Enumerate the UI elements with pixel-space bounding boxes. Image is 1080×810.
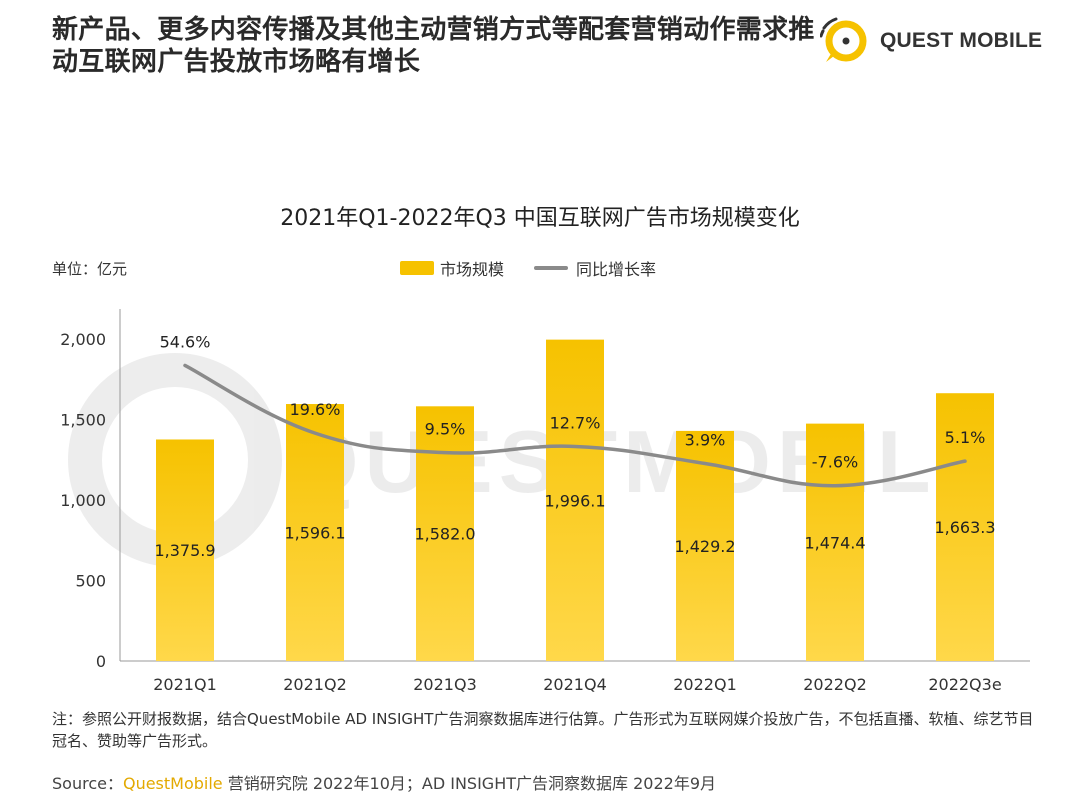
bar xyxy=(156,439,214,661)
growth-value-label: 5.1% xyxy=(945,428,986,447)
bar xyxy=(546,339,604,661)
brand-name: QUEST MOBILE xyxy=(880,29,1043,52)
x-tick-label: 2021Q1 xyxy=(153,675,217,694)
legend-swatch-line xyxy=(534,266,569,270)
chart-title: 2021年Q1-2022年Q3 中国互联网广告市场规模变化 xyxy=(280,206,800,231)
y-tick-label: 0 xyxy=(96,652,106,671)
source-rest: 营销研究院 2022年10月；AD INSIGHT广告洞察数据库 2022年9月 xyxy=(222,774,716,793)
bar-value-label: 1,375.9 xyxy=(154,541,215,560)
y-tick-labels: 0 500 1,000 1,500 2,000 xyxy=(60,330,106,671)
growth-value-label: 9.5% xyxy=(425,420,466,439)
x-tick-label: 2021Q3 xyxy=(413,675,477,694)
bar xyxy=(676,430,734,661)
bar xyxy=(936,393,994,661)
x-tick-label: 2021Q2 xyxy=(283,675,347,694)
x-tick-labels: 2021Q1 2021Q2 2021Q3 2021Q4 2022Q1 2022Q2 2022… xyxy=(153,675,1001,694)
growth-value-label: 19.6% xyxy=(290,400,341,419)
bar-value-label: 1,429.2 xyxy=(674,537,735,556)
chart-legend: 市场规模 同比增长率 xyxy=(400,256,686,280)
bar-value-label: 1,582.0 xyxy=(414,525,475,544)
bar-value-label: 1,663.3 xyxy=(934,518,995,537)
legend-item-bar: 市场规模 xyxy=(400,256,504,280)
bar-value-label: 1,474.4 xyxy=(804,533,865,552)
legend-label-bar: 市场规模 xyxy=(440,260,505,279)
bar xyxy=(286,404,344,661)
legend-label-line: 同比增长率 xyxy=(576,260,657,279)
brand-logo: QUEST MOBILE xyxy=(820,16,1042,66)
legend-swatch-bar xyxy=(400,261,434,275)
y-tick-label: 500 xyxy=(75,572,106,591)
bar-value-label: 1,996.1 xyxy=(544,491,605,510)
quest-mobile-logo-icon xyxy=(820,17,867,62)
watermark-text: QUESTMOBILE xyxy=(290,412,1001,511)
bar xyxy=(416,406,474,661)
growth-line xyxy=(183,363,967,488)
y-tick-label: 1,000 xyxy=(60,491,106,510)
x-tick-label: 2022Q1 xyxy=(673,675,737,694)
x-tick-label: 2021Q4 xyxy=(543,675,607,694)
bar-series xyxy=(156,339,994,661)
growth-value-label: 54.6% xyxy=(160,332,211,351)
x-tick-label: 2022Q2 xyxy=(803,675,867,694)
x-tick-label: 2022Q3e xyxy=(928,675,1001,694)
legend-item-line: 同比增长率 xyxy=(534,256,656,280)
chart-canvas: QUESTMOBILE 1,375.9 1,596.1 1,582.0 1,996.1… xyxy=(60,309,1030,694)
y-tick-label: 1,500 xyxy=(60,411,106,430)
growth-value-label: 12.7% xyxy=(550,413,601,432)
growth-line-series xyxy=(183,363,967,488)
growth-value-label: 3.9% xyxy=(685,430,726,449)
bar-value-label: 1,596.1 xyxy=(284,524,345,543)
bar-value-labels: 1,375.9 1,596.1 1,582.0 1,996.1 1,429.2 1,474… xyxy=(154,491,995,560)
page-headline: 新产品、更多内容传播及其他主动营销方式等配套营销动作需求推动互联网广告投放市场略… xyxy=(52,15,815,77)
unit-label: 单位：亿元 xyxy=(52,260,128,278)
chart-note: 注：参照公开财报数据，结合QuestMobile AD INSIGHT广告洞察数… xyxy=(52,710,1034,750)
source-brand: QuestMobile xyxy=(122,774,223,793)
source-prefix: Source： xyxy=(52,774,123,793)
source-line: Source：QuestMobile 营销研究院 2022年10月；AD INS… xyxy=(52,770,716,794)
y-tick-label: 2,000 xyxy=(60,330,106,349)
growth-value-labels: 54.6% 19.6% 9.5% 12.7% 3.9% -7.6% 5.1% xyxy=(160,332,986,471)
bar xyxy=(806,423,864,661)
growth-value-label: -7.6% xyxy=(812,453,858,472)
